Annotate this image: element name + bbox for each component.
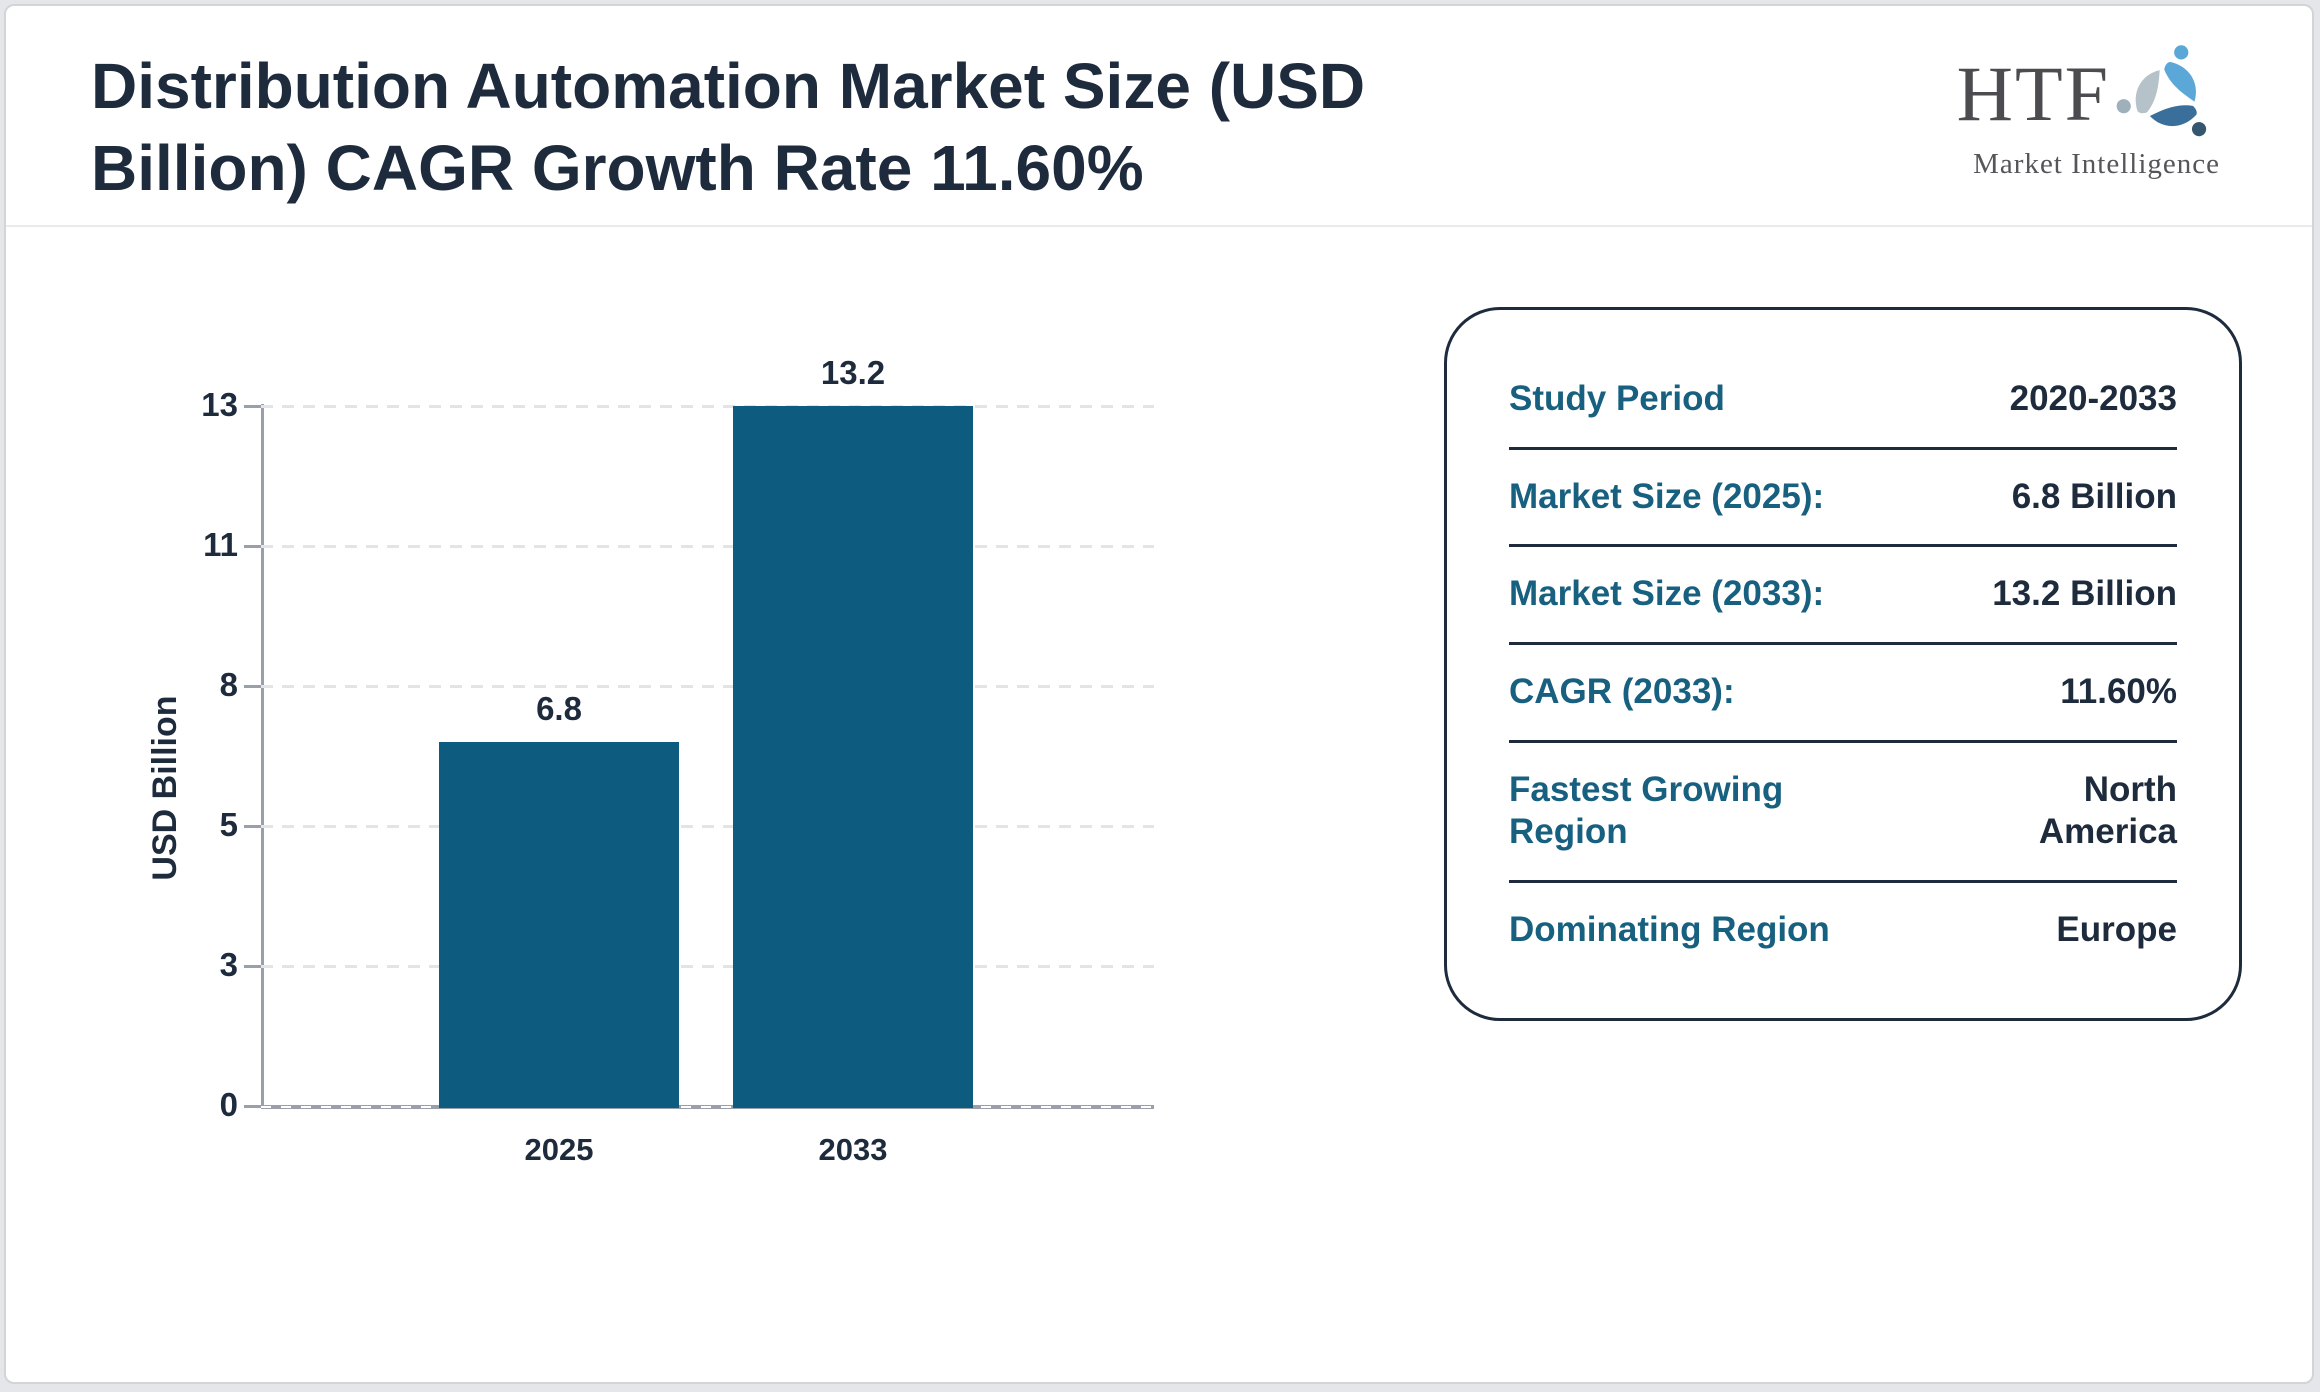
gridline [261, 545, 1154, 548]
y-tick-label: 11 [203, 526, 238, 563]
panel-row-value: 11.60% [2060, 672, 2177, 712]
logo-swirl-icon [2116, 45, 2207, 137]
y-axis-tick [244, 825, 261, 828]
panel-row-study-period: Study Period 2020-2033 [1509, 352, 2177, 450]
panel-row-cagr: CAGR (2033): 11.60% [1509, 645, 2177, 743]
gridline [261, 405, 1154, 408]
gridline [261, 965, 1154, 968]
panel-row-value: 2020-2033 [2009, 379, 2177, 418]
header-divider [6, 225, 2312, 227]
bar-2033 [733, 406, 973, 1108]
panel-row-fastest-growing-region: Fastest Growing Region North America [1509, 743, 2177, 884]
htf-logo: HTF Market Inte [1900, 42, 2220, 181]
logo-subtitle: Market Intelligence [1973, 148, 2220, 180]
page-title: Distribution Automation Market Size (USD… [91, 50, 1366, 204]
y-axis-tick [244, 1105, 261, 1108]
y-axis-line [261, 404, 264, 1109]
y-tick-label: 5 [219, 806, 238, 843]
bar-value-label: 6.8 [536, 690, 582, 727]
panel-row-market-size-2033: Market Size (2033): 13.2 Billion [1509, 547, 2177, 646]
gridline [261, 825, 1154, 828]
logo-text: HTF [1956, 50, 2110, 137]
panel-row-dominating-region: Dominating Region Europe [1509, 883, 2177, 978]
panel-row-label: Fastest Growing Region [1509, 769, 1784, 852]
panel-row-label: CAGR (2033): [1509, 672, 1735, 712]
panel-row-label: Study Period [1509, 379, 1725, 418]
content-card: Distribution Automation Market Size (USD… [4, 4, 2314, 1384]
panel-row-label: Dominating Region [1509, 910, 1830, 950]
bar-2025 [439, 742, 679, 1108]
panel-row-value: 13.2 Billion [1992, 574, 2177, 614]
y-axis-tick [244, 685, 261, 688]
x-tick-label: 2033 [818, 1132, 888, 1167]
y-tick-label: 13 [201, 386, 238, 423]
y-tick-label: 8 [219, 666, 238, 703]
y-tick-label: 0 [219, 1086, 238, 1123]
panel-row-label: Market Size (2033): [1509, 574, 1825, 614]
panel-row-value: Europe [2056, 910, 2177, 950]
y-axis-tick [244, 545, 261, 548]
bar-value-label: 13.2 [820, 354, 886, 391]
y-axis-tick [244, 965, 261, 968]
y-axis-tick [244, 405, 261, 408]
panel-row-label: Market Size (2025): [1509, 476, 1825, 516]
x-tick-label: 2025 [524, 1132, 594, 1167]
x-axis-dashes [261, 1106, 1154, 1108]
y-tick-label: 3 [219, 946, 238, 983]
bar-chart: USD Billion 0 3 5 8 11 13 6.8 2025 13.2 2033 [6, 6, 2312, 1382]
panel-row-value: 6.8 Billion [2011, 476, 2177, 516]
gridline [261, 685, 1154, 688]
summary-panel: Study Period 2020-2033 Market Size (2025… [1444, 307, 2242, 1021]
panel-row-market-size-2025: Market Size (2025): 6.8 Billion [1509, 450, 2177, 548]
panel-row-value: North America [2038, 769, 2177, 852]
